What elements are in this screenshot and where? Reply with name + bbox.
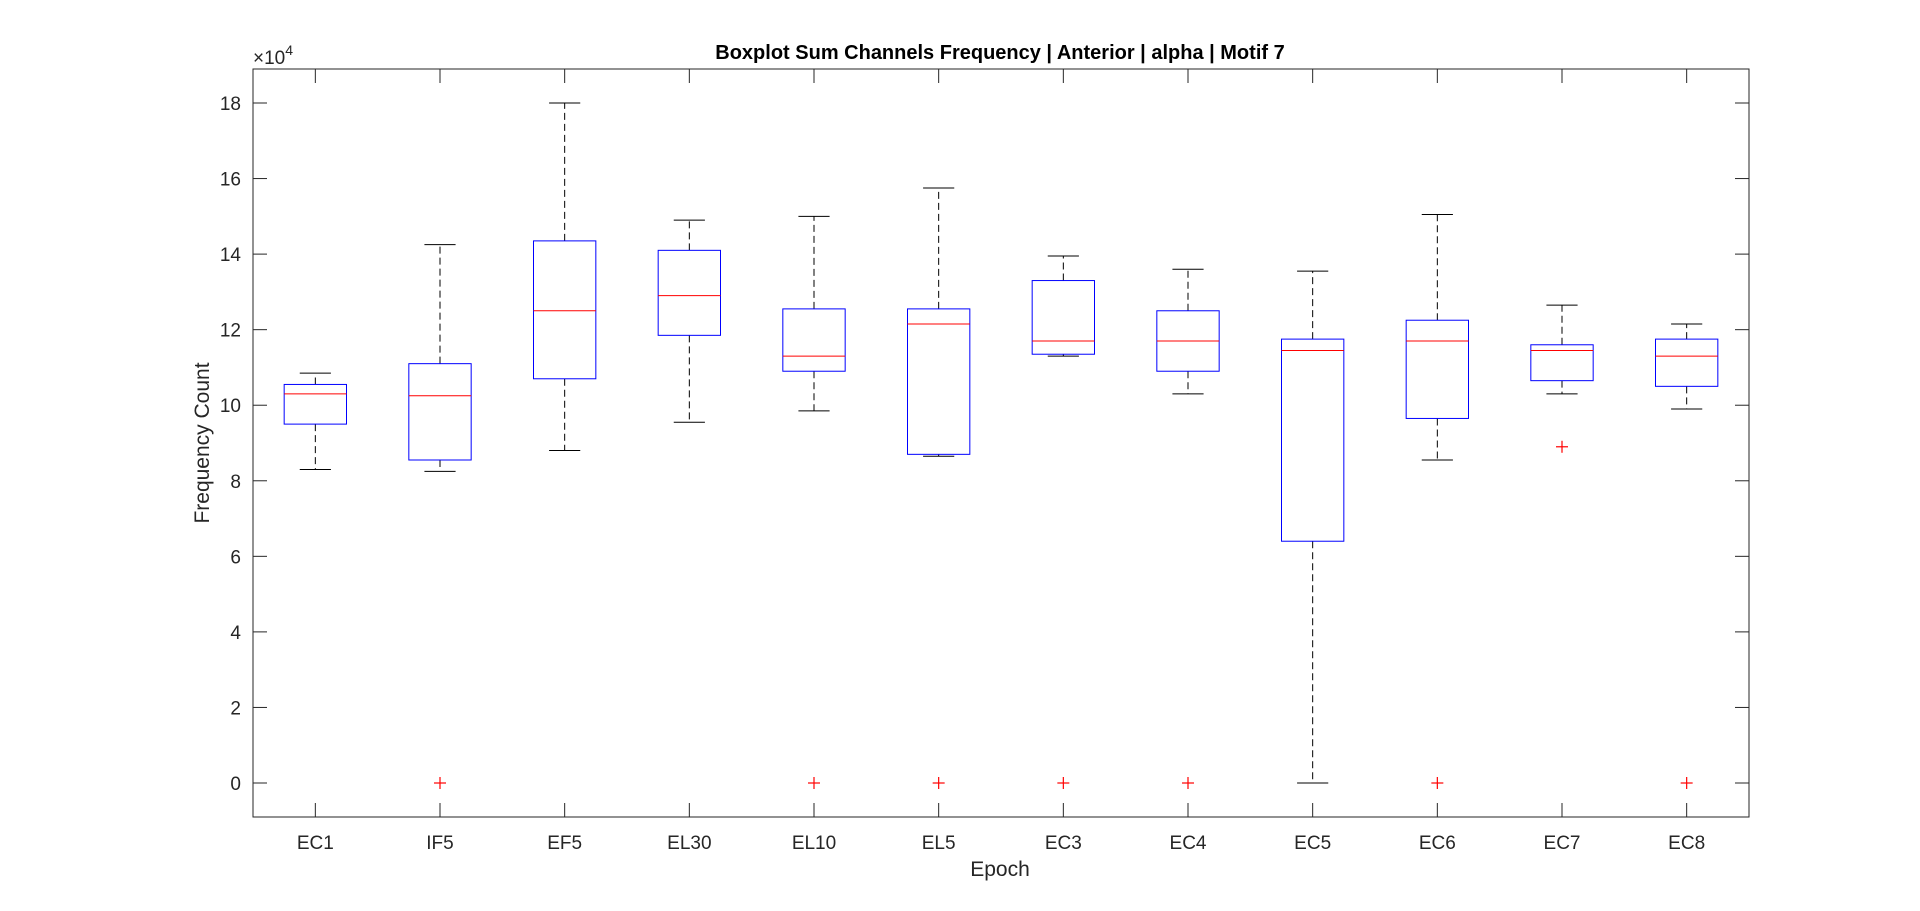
box-ef5 <box>533 102 597 452</box>
box-ec8 <box>1655 323 1719 789</box>
x-tick-label: EC5 <box>1294 833 1331 854</box>
x-tick-label: EC4 <box>1170 833 1207 854</box>
box-ec3 <box>1031 255 1095 789</box>
axes-frame <box>252 68 1750 818</box>
y-axis: 0 2 4 6 8 10 12 14 16 18 <box>220 94 1749 795</box>
box-el10 <box>782 215 846 789</box>
box-ec6 <box>1405 213 1469 789</box>
y-tick-label: 0 <box>230 774 241 795</box>
x-tick-label: EF5 <box>547 833 582 854</box>
y-tick-label: 16 <box>220 170 241 191</box>
x-tick-label: EL10 <box>792 833 836 854</box>
plot-area <box>283 102 1719 789</box>
outlier-marker <box>1556 440 1568 453</box>
outlier-marker <box>1182 777 1194 789</box>
box-el30 <box>657 219 722 423</box>
box-iqr <box>1530 344 1594 382</box>
y-tick-label: 18 <box>220 94 241 115</box>
y-tick-label: 14 <box>220 245 242 266</box>
outlier-marker <box>808 777 820 789</box>
box-ec7 <box>1530 304 1594 453</box>
box-iqr <box>782 308 846 372</box>
y-tick-label: 2 <box>230 698 241 719</box>
x-tick-label: EL5 <box>922 833 956 854</box>
outlier-marker <box>1057 777 1070 789</box>
y-tick-label: 6 <box>230 547 241 568</box>
x-tick-label: EC6 <box>1419 833 1456 854</box>
box-ec4 <box>1156 268 1220 789</box>
x-tick-label: EC8 <box>1668 833 1705 854</box>
x-tick-label: EC3 <box>1045 833 1082 854</box>
y-exponent-label: ×104 <box>253 42 293 69</box>
outlier-marker <box>932 777 945 789</box>
y-axis-label: Frequency Count <box>191 362 214 523</box>
box-iqr <box>1405 319 1469 419</box>
x-tick-label: EC7 <box>1544 833 1581 854</box>
outlier-marker <box>1680 777 1693 789</box>
box-iqr <box>533 240 597 380</box>
box-ec1 <box>283 372 347 470</box>
y-exponent-base: ×10 <box>253 48 285 69</box>
y-tick-label: 12 <box>220 321 241 342</box>
y-tick-label: 10 <box>220 396 241 417</box>
chart-title: Boxplot Sum Channels Frequency | Anterio… <box>715 42 1284 64</box>
box-if5 <box>408 244 472 789</box>
box-iqr <box>907 308 971 455</box>
box-ec5 <box>1281 270 1345 784</box>
box-iqr <box>1655 338 1719 387</box>
y-exponent-power: 4 <box>285 42 293 58</box>
box-iqr <box>408 363 472 461</box>
outlier-marker <box>434 777 446 789</box>
x-tick-label: IF5 <box>426 833 453 854</box>
x-tick-label: EL30 <box>667 833 711 854</box>
y-tick-label: 4 <box>230 623 241 644</box>
x-tick-label: EC1 <box>297 833 334 854</box>
box-iqr <box>1031 280 1095 355</box>
box-iqr <box>1281 338 1345 542</box>
x-axis: EC1 IF5 EF5 EL30 EL10 EL5 EC3 EC4 EC5 EC6 EC7 EC8 <box>297 69 1705 854</box>
box-iqr <box>657 249 722 336</box>
y-tick-label: 8 <box>230 472 241 493</box>
box-iqr <box>283 383 347 425</box>
x-axis-label: Epoch <box>970 858 1030 881</box>
outlier-marker <box>1431 777 1444 789</box>
box-el5 <box>907 187 971 789</box>
